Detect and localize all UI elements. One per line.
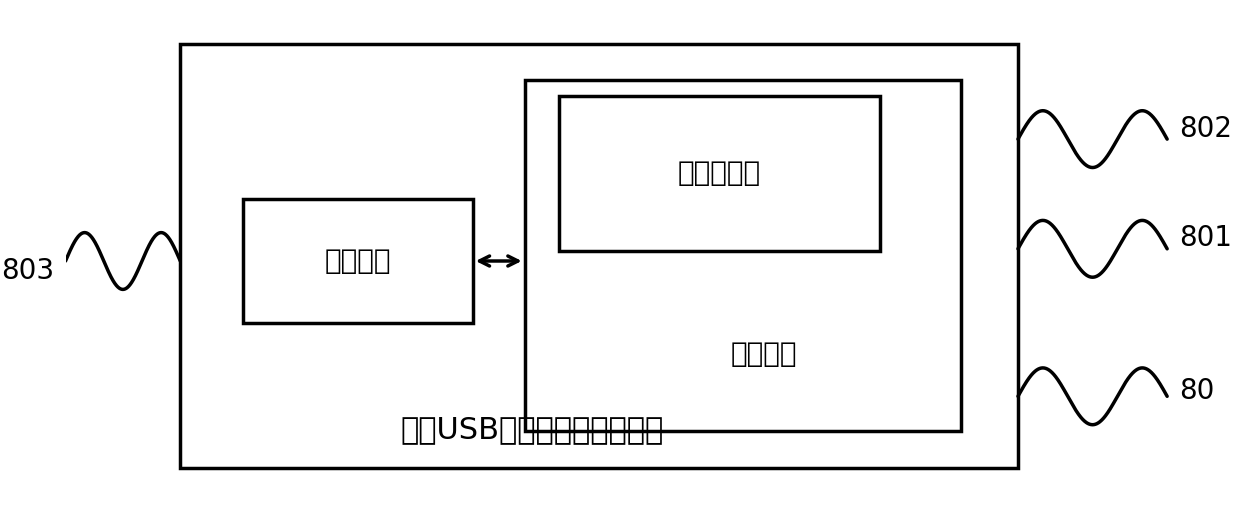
Text: 803: 803	[1, 257, 55, 286]
Text: 801: 801	[1179, 224, 1231, 253]
Bar	[180, 44, 1018, 468]
Bar	[559, 96, 880, 251]
Text: 控制USB调试模式开关的装置: 控制USB调试模式开关的装置	[401, 415, 663, 444]
Bar	[243, 199, 472, 323]
Text: 80: 80	[1179, 377, 1214, 405]
Text: 计算机程序: 计算机程序	[678, 159, 761, 187]
Text: 处理单元: 处理单元	[325, 247, 392, 275]
Bar	[525, 80, 961, 431]
Text: 存储单元: 存储单元	[732, 340, 797, 368]
Text: 802: 802	[1179, 115, 1231, 143]
